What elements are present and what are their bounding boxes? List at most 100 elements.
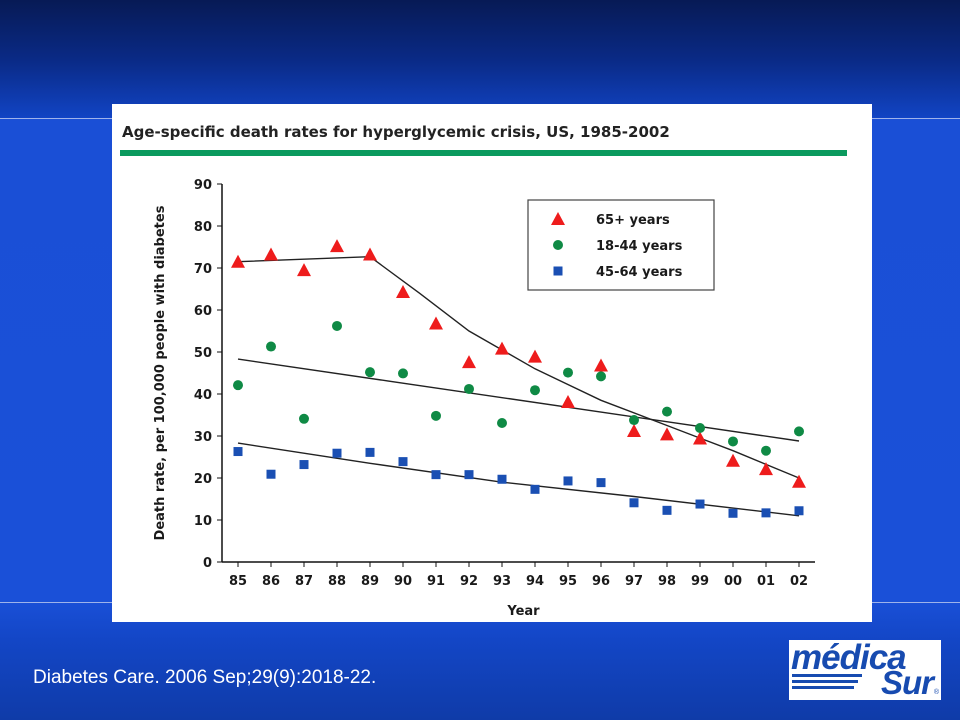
logo-stripe xyxy=(792,680,858,683)
point-45-64-years xyxy=(596,478,606,488)
point-65plus-years xyxy=(462,355,476,369)
y-tick-label: 50 xyxy=(194,346,212,361)
point-45-64-years xyxy=(761,508,771,518)
point-18-44-years xyxy=(365,367,375,378)
point-18-44-years xyxy=(464,383,474,394)
y-tick-label: 60 xyxy=(194,304,212,319)
x-tick-label: 90 xyxy=(394,574,412,589)
logo-stripe xyxy=(792,686,854,689)
legend-marker-65plus-years xyxy=(551,212,565,225)
point-45-64-years xyxy=(365,447,375,457)
y-tick-label: 90 xyxy=(194,178,212,193)
y-tick-label: 30 xyxy=(194,430,212,445)
x-tick-label: 97 xyxy=(625,574,643,589)
point-45-64-years xyxy=(563,476,573,486)
legend-label: 65+ years xyxy=(596,213,670,228)
x-tick-label: 95 xyxy=(559,574,577,589)
y-tick-label: 70 xyxy=(194,262,212,277)
logo-stripe xyxy=(792,674,862,677)
point-18-44-years xyxy=(662,406,672,417)
point-18-44-years xyxy=(794,426,804,437)
point-45-64-years xyxy=(497,474,507,484)
x-tick-label: 02 xyxy=(790,574,808,589)
legend-label: 18-44 years xyxy=(596,239,683,254)
trend-line xyxy=(237,358,800,442)
point-65plus-years xyxy=(594,358,608,372)
point-65plus-years xyxy=(528,349,542,363)
logo-word-sur: Sur xyxy=(880,664,934,701)
x-tick-label: 93 xyxy=(493,574,511,589)
point-65plus-years xyxy=(396,284,410,298)
x-tick-label: 86 xyxy=(262,574,280,589)
point-45-64-years xyxy=(728,508,738,518)
x-tick-label: 89 xyxy=(361,574,379,589)
chart-panel: Age-specific death rates for hyperglycem… xyxy=(112,104,872,622)
point-45-64-years xyxy=(233,447,243,457)
point-18-44-years xyxy=(530,385,540,396)
x-tick-label: 99 xyxy=(691,574,709,589)
point-18-44-years xyxy=(497,417,507,428)
y-tick-label: 0 xyxy=(203,556,212,571)
point-65plus-years xyxy=(231,254,245,268)
point-45-64-years xyxy=(629,498,639,508)
point-65plus-years xyxy=(660,427,674,441)
point-18-44-years xyxy=(596,371,606,382)
point-65plus-years xyxy=(330,239,344,253)
point-65plus-years xyxy=(429,316,443,330)
point-65plus-years xyxy=(627,423,641,437)
point-18-44-years xyxy=(563,367,573,378)
legend-label: 45-64 years xyxy=(596,265,683,280)
medica-sur-logo: médica Sur ® xyxy=(789,638,941,701)
point-18-44-years xyxy=(266,341,276,352)
point-65plus-years xyxy=(561,394,575,408)
point-65plus-years xyxy=(363,247,377,261)
chart-title: Age-specific death rates for hyperglycem… xyxy=(122,123,670,141)
logo-registered-mark: ® xyxy=(933,689,939,696)
x-axis-label: Year xyxy=(506,604,540,619)
x-tick-label: 01 xyxy=(757,574,775,589)
point-65plus-years xyxy=(726,453,740,467)
citation-text: Diabetes Care. 2006 Sep;29(9):2018-22. xyxy=(33,667,377,688)
trend-line xyxy=(237,442,800,517)
y-axis-label: Death rate, per 100,000 people with diab… xyxy=(153,205,168,540)
point-45-64-years xyxy=(530,484,540,494)
trend-line xyxy=(237,255,800,479)
y-tick-label: 10 xyxy=(194,514,212,529)
x-tick-label: 91 xyxy=(427,574,445,589)
point-18-44-years xyxy=(299,413,309,424)
x-tick-label: 96 xyxy=(592,574,610,589)
y-tick-label: 80 xyxy=(194,220,212,235)
point-18-44-years xyxy=(695,423,705,434)
point-18-44-years xyxy=(728,436,738,447)
point-45-64-years xyxy=(794,506,804,516)
x-tick-label: 88 xyxy=(328,574,346,589)
point-18-44-years xyxy=(431,410,441,421)
point-65plus-years xyxy=(495,341,509,355)
x-tick-label: 87 xyxy=(295,574,313,589)
x-tick-label: 00 xyxy=(724,574,742,589)
logo-word-medica: médica xyxy=(791,638,907,677)
legend-marker-18-44-years xyxy=(553,240,563,250)
point-45-64-years xyxy=(332,448,342,458)
point-45-64-years xyxy=(464,470,474,480)
point-45-64-years xyxy=(266,469,276,479)
point-65plus-years xyxy=(693,431,707,445)
x-tick-label: 94 xyxy=(526,574,544,589)
point-65plus-years xyxy=(297,263,311,277)
legend-marker-45-64-years xyxy=(553,266,563,276)
point-45-64-years xyxy=(398,457,408,467)
point-18-44-years xyxy=(629,415,639,426)
point-18-44-years xyxy=(398,368,408,379)
y-tick-label: 40 xyxy=(194,388,212,403)
death-rate-chart: Age-specific death rates for hyperglycem… xyxy=(120,123,847,619)
point-18-44-years xyxy=(761,445,771,456)
point-65plus-years xyxy=(264,247,278,261)
y-tick-label: 20 xyxy=(194,472,212,487)
x-tick-label: 85 xyxy=(229,574,247,589)
point-18-44-years xyxy=(233,380,243,391)
point-18-44-years xyxy=(332,320,342,331)
point-65plus-years xyxy=(759,462,773,476)
title-rule xyxy=(120,150,847,156)
point-45-64-years xyxy=(662,505,672,515)
point-45-64-years xyxy=(299,460,309,470)
